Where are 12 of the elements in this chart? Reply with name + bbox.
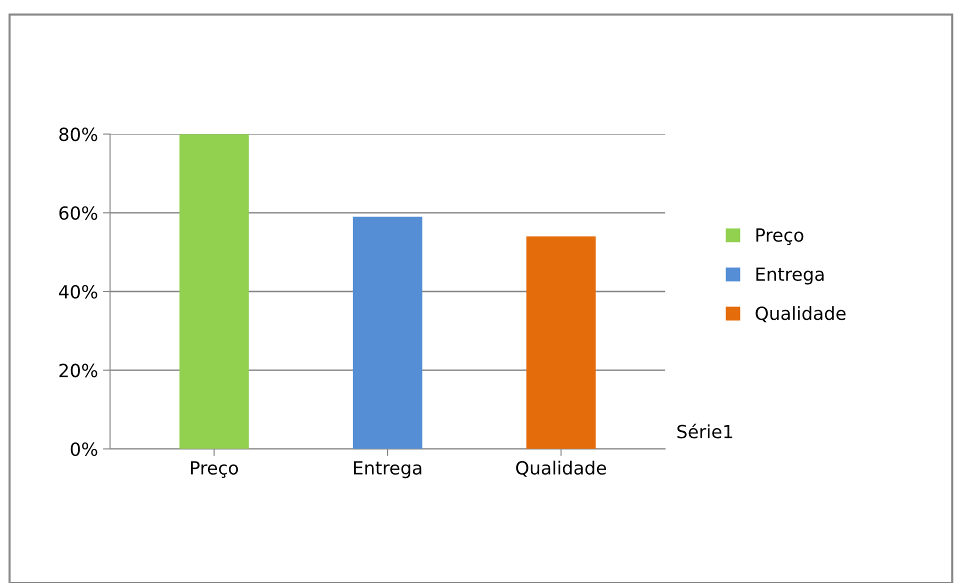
y-tick-label: 20% xyxy=(59,364,98,378)
legend-label: Qualidade xyxy=(756,306,846,322)
y-tick-label: 0% xyxy=(70,442,98,456)
text: Série1 xyxy=(677,424,732,438)
x-tick-label: Qualidade xyxy=(516,460,606,477)
x-tick-label: Preço xyxy=(191,461,238,478)
y-tick-label: 80% xyxy=(59,128,98,142)
legend-label: Entrega xyxy=(756,268,824,284)
legend-label: Preço xyxy=(756,228,804,246)
y-tick-label: 40% xyxy=(59,284,98,299)
x-tick-label: Entrega xyxy=(354,461,422,478)
y-tick-label: 60% xyxy=(59,206,98,220)
